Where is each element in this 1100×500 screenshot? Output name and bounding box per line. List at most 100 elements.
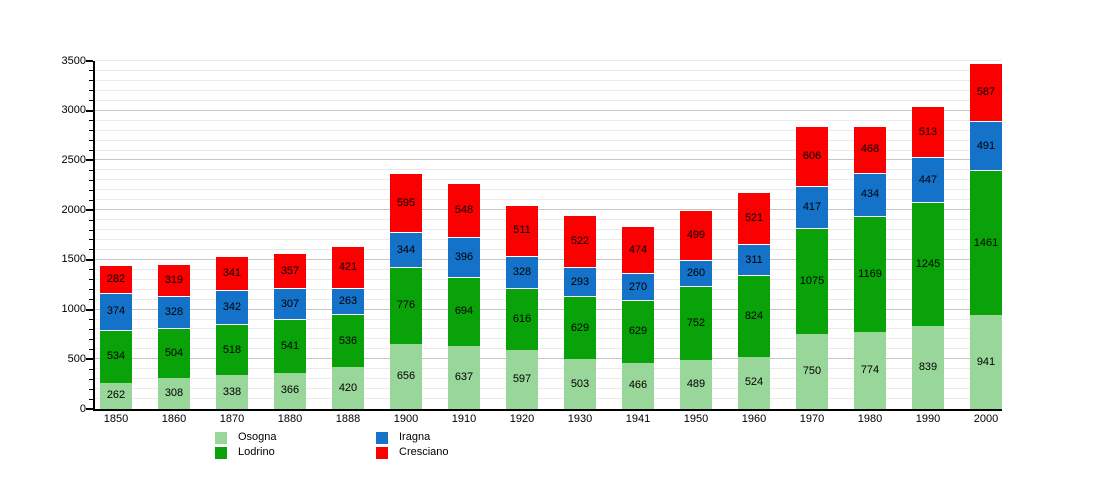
bar-value-1850-lodrino: 534 xyxy=(106,350,126,363)
x-axis-label-1941: 1941 xyxy=(625,413,651,425)
bar-value-1920-cresciano: 511 xyxy=(513,224,531,237)
bar-value-1850-iragna: 374 xyxy=(106,305,126,318)
bar-value-1850-cresciano: 282 xyxy=(106,272,126,285)
bar-value-1900-cresciano: 595 xyxy=(396,196,416,209)
gridline-100 xyxy=(95,398,1002,400)
legend-item-iragna: Iragna xyxy=(376,431,449,444)
bar-1870-iragna: 342 xyxy=(216,289,248,324)
bar-1930-iragna: 293 xyxy=(564,267,596,297)
bar-group-1850: 262 534 374 282 xyxy=(100,61,132,409)
y-tick-2600 xyxy=(89,149,93,151)
y-tick-2100 xyxy=(89,199,93,201)
x-axis-label-2000: 2000 xyxy=(973,413,999,425)
bar-value-1941-osogna: 466 xyxy=(628,379,648,392)
bar-1970-iragna: 417 xyxy=(796,186,828,228)
bar-value-1990-lodrino: 1245 xyxy=(915,257,941,270)
bar-value-1950-lodrino: 752 xyxy=(686,317,706,329)
bar-value-1900-osogna: 656 xyxy=(396,369,416,382)
gridline-1200 xyxy=(95,288,1002,290)
legend-swatch-osogna xyxy=(215,431,227,444)
y-tick-3200 xyxy=(89,90,93,92)
y-tick-300 xyxy=(89,378,93,380)
bar-value-1888-lodrino: 536 xyxy=(338,334,358,347)
bar-1980-cresciano: 468 xyxy=(854,126,886,173)
bar-value-1990-osogna: 839 xyxy=(918,360,938,373)
gridline-1900 xyxy=(95,219,1002,221)
bar-2000-cresciano: 587 xyxy=(970,63,1002,122)
bar-1980-osogna: 774 xyxy=(854,332,886,409)
bar-group-1910: 637 694 396 548 xyxy=(448,61,480,409)
y-tick-2700 xyxy=(89,140,93,142)
bar-group-1920: 597 616 328 511 xyxy=(506,61,538,409)
bar-1960-iragna: 311 xyxy=(738,244,770,275)
y-axis-label-3000: 3000 xyxy=(61,104,86,117)
x-axis-line xyxy=(93,409,1002,411)
bar-group-2000: 941 1461 491 587 xyxy=(970,61,1002,409)
gridline-700 xyxy=(95,338,1002,340)
bar-value-1910-lodrino: 694 xyxy=(454,305,474,318)
y-axis-label-1000: 1000 xyxy=(61,303,86,316)
bar-value-1880-lodrino: 541 xyxy=(280,339,300,352)
bar-group-1880: 366 541 307 357 xyxy=(274,61,306,409)
bar-2000-lodrino: 1461 xyxy=(970,170,1002,316)
bar-1860-iragna: 328 xyxy=(158,295,190,329)
bar-1980-iragna: 434 xyxy=(854,172,886,216)
bar-group-1970: 750 1075 417 606 xyxy=(796,61,828,409)
bar-1941-cresciano: 474 xyxy=(622,226,654,274)
bar-value-1941-iragna: 270 xyxy=(628,280,648,293)
bar-value-1960-iragna: 311 xyxy=(745,253,763,266)
y-tick-1600 xyxy=(89,249,93,251)
gridline-3300 xyxy=(95,79,1002,81)
y-axis-label-0: 0 xyxy=(79,402,86,415)
legend-swatch-iragna xyxy=(376,431,388,444)
gridline-2500 xyxy=(95,159,1002,161)
legend-swatch-lodrino xyxy=(215,446,227,459)
x-axis-label-1888: 1888 xyxy=(335,413,361,425)
x-axis-label-1980: 1980 xyxy=(857,413,883,425)
bar-1880-lodrino: 541 xyxy=(274,318,306,373)
x-axis-label-1900: 1900 xyxy=(393,413,419,425)
bar-1888-iragna: 263 xyxy=(332,287,364,314)
bar-1960-lodrino: 824 xyxy=(738,274,770,357)
bar-1920-osogna: 597 xyxy=(506,349,538,409)
bar-value-1888-iragna: 263 xyxy=(338,294,358,307)
legend-column-1: Osogna Lodrino xyxy=(215,431,277,461)
y-axis-label-2000: 2000 xyxy=(61,203,86,216)
gridline-1600 xyxy=(95,248,1002,250)
bar-value-1920-osogna: 597 xyxy=(512,372,532,385)
bar-value-1970-lodrino: 1075 xyxy=(799,275,825,287)
bar-1970-osogna: 750 xyxy=(796,334,828,409)
bar-value-1930-osogna: 503 xyxy=(570,377,590,390)
bar-group-1860: 308 504 328 319 xyxy=(158,61,190,409)
bar-value-1860-iragna: 328 xyxy=(164,305,184,318)
bar-1980-lodrino: 1169 xyxy=(854,215,886,333)
y-tick-1000 xyxy=(86,308,93,311)
gridline-2900 xyxy=(95,119,1002,121)
gridline-600 xyxy=(95,348,1002,350)
bar-value-1930-cresciano: 522 xyxy=(570,235,590,248)
bar-value-1888-osogna: 420 xyxy=(338,381,358,394)
bar-1970-lodrino: 1075 xyxy=(796,227,828,335)
y-tick-2000 xyxy=(86,209,93,212)
bar-value-1960-lodrino: 824 xyxy=(744,309,764,322)
y-tick-400 xyxy=(89,368,93,370)
bar-value-1990-cresciano: 513 xyxy=(918,125,938,138)
gridline-3400 xyxy=(95,69,1002,71)
bar-value-1888-cresciano: 421 xyxy=(338,260,358,273)
y-tick-3300 xyxy=(89,80,93,82)
y-tick-3100 xyxy=(89,100,93,102)
y-axis-label-1500: 1500 xyxy=(61,253,86,266)
gridline-400 xyxy=(95,368,1002,370)
y-tick-2800 xyxy=(89,130,93,132)
bar-value-1980-osogna: 774 xyxy=(860,364,880,377)
bar-2000-iragna: 491 xyxy=(970,121,1002,171)
y-tick-100 xyxy=(89,398,93,400)
legend-label-lodrino: Lodrino xyxy=(238,446,275,458)
bar-value-1860-lodrino: 504 xyxy=(164,347,184,360)
bar-1860-lodrino: 504 xyxy=(158,328,190,379)
bar-group-1930: 503 629 293 522 xyxy=(564,61,596,409)
y-tick-2500 xyxy=(86,159,93,162)
gridline-2800 xyxy=(95,129,1002,131)
bar-1950-lodrino: 752 xyxy=(680,285,712,361)
bar-1880-cresciano: 357 xyxy=(274,252,306,289)
